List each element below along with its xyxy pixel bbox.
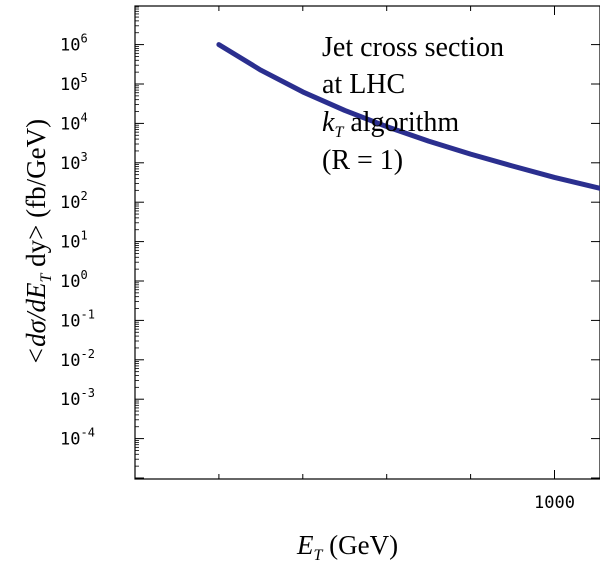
x-tick-label: 1000	[534, 493, 575, 513]
x-tick-labels: 1000200030004000	[534, 493, 575, 513]
series-line	[216, 42, 600, 191]
annotation-line-3: kT algorithm	[322, 107, 459, 141]
y-tick-label: 10-2	[60, 347, 95, 371]
annotation-line-2: at LHC	[322, 69, 405, 100]
y-tick-label: 106	[60, 32, 88, 56]
y-axis-title: <dσ/dET dy> (fb/GeV)	[21, 119, 55, 365]
x-axis-title: ET (GeV)	[296, 530, 398, 564]
y-tick-label: 10-4	[60, 426, 95, 450]
plot-frame	[134, 5, 600, 480]
annotation-line-4: (R = 1)	[322, 145, 403, 176]
y-tick-label: 105	[60, 71, 88, 95]
series-group	[216, 42, 600, 191]
y-tick-labels: 106 105 104 103 102 101 100 10-1 10-2 10-3 10-4	[60, 32, 95, 450]
axis-ticks	[134, 6, 600, 479]
y-tick-label: 10-3	[60, 386, 95, 410]
y-tick-label: 102	[60, 189, 88, 213]
y-tick-label: 101	[60, 229, 88, 253]
y-tick-label: 104	[60, 110, 88, 134]
annotation-line-1: Jet cross section	[322, 32, 504, 63]
y-tick-label: 103	[60, 150, 88, 174]
y-tick-label: 10-1	[60, 307, 95, 331]
y-tick-label: 100	[60, 268, 88, 292]
